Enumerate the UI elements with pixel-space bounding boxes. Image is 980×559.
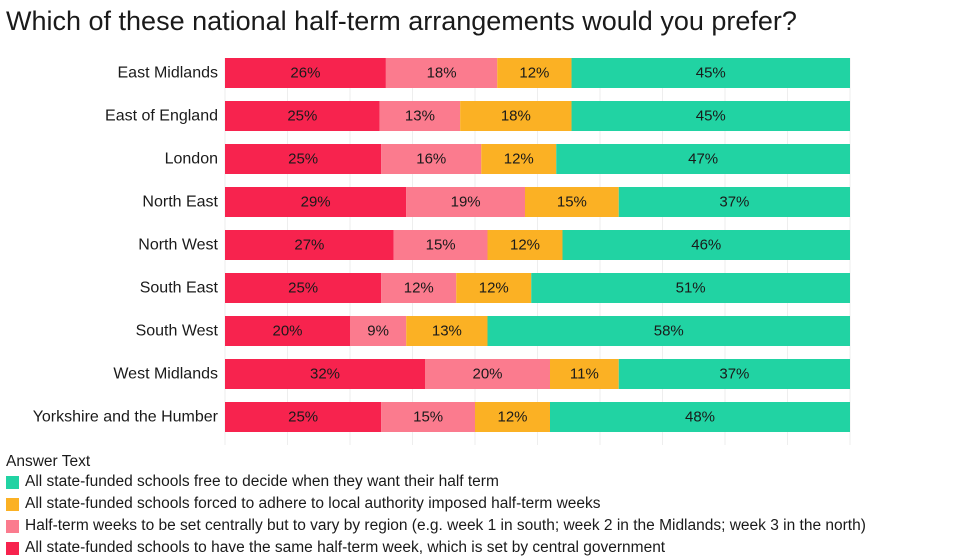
- data-label: 12%: [497, 409, 527, 426]
- data-label: 19%: [451, 194, 481, 211]
- data-label: 25%: [287, 108, 317, 125]
- bar-segment: [381, 402, 475, 432]
- legend-label: All state-funded schools forced to adher…: [25, 495, 601, 512]
- legend-item: Half-term weeks to be set centrally but …: [6, 515, 866, 537]
- bar-segment: [225, 187, 407, 217]
- bar-segment: [406, 187, 525, 217]
- legend-swatch: [6, 475, 19, 489]
- bar-segment: [556, 144, 850, 174]
- legend-label: All state-funded schools free to decide …: [25, 473, 499, 490]
- category-axis: East Midlands East of England London North …: [33, 65, 219, 426]
- data-label: 13%: [405, 108, 435, 125]
- data-label: 25%: [288, 151, 318, 168]
- bar-segment: [225, 101, 380, 131]
- category-label: South West: [136, 323, 219, 340]
- legend-swatch: [6, 497, 19, 511]
- category-label: London: [165, 151, 218, 168]
- data-label: 45%: [696, 108, 726, 125]
- bar-segment: [562, 230, 850, 260]
- data-label: 12%: [519, 65, 549, 82]
- bar-segment: [225, 316, 350, 346]
- bar-segment: [225, 230, 394, 260]
- legend-swatch: [6, 519, 19, 533]
- data-label: 13%: [432, 323, 462, 340]
- bar-segment: [525, 187, 619, 217]
- bar-segment: [379, 101, 461, 131]
- bar-segment: [381, 273, 457, 303]
- bar-segment: [460, 101, 572, 131]
- data-label: 25%: [288, 280, 318, 297]
- legend-label: Half-term weeks to be set centrally but …: [25, 517, 866, 534]
- data-label: 51%: [676, 280, 706, 297]
- bar-segment: [550, 402, 850, 432]
- bar-segment: [487, 230, 563, 260]
- bar-segment: [571, 58, 850, 88]
- legend-item: All state-funded schools free to decide …: [6, 471, 866, 493]
- bar-segment: [487, 316, 850, 346]
- data-label: 47%: [688, 151, 718, 168]
- data-label: 26%: [290, 65, 320, 82]
- bar-segment: [393, 230, 488, 260]
- bar-segment: [550, 359, 619, 389]
- legend-swatch: [6, 541, 19, 555]
- category-label: North West: [138, 237, 218, 254]
- bar-segment: [571, 101, 850, 131]
- data-label: 25%: [288, 409, 318, 426]
- data-label: 15%: [557, 194, 587, 211]
- data-label: 18%: [501, 108, 531, 125]
- data-label: 48%: [685, 409, 715, 426]
- bar-segment: [225, 144, 382, 174]
- bar-segment: [497, 58, 572, 88]
- legend: Answer Text All state-funded schools fre…: [6, 452, 866, 559]
- data-label: 12%: [404, 280, 434, 297]
- data-label: 12%: [510, 237, 540, 254]
- bar-segment: [456, 273, 532, 303]
- category-label: South East: [140, 280, 219, 297]
- legend-label: All state-funded schools to have the sam…: [25, 539, 666, 556]
- category-label: West Midlands: [113, 366, 218, 383]
- bar-segment: [225, 273, 382, 303]
- data-label: 27%: [294, 237, 324, 254]
- data-label: 37%: [719, 194, 749, 211]
- bar-segment: [475, 402, 550, 432]
- data-label: 9%: [367, 323, 389, 340]
- data-label: 37%: [719, 366, 749, 383]
- data-label: 20%: [472, 366, 502, 383]
- bar-segment: [531, 273, 850, 303]
- bar-segment: [385, 58, 498, 88]
- data-label: 15%: [413, 409, 443, 426]
- data-label: 45%: [696, 65, 726, 82]
- bar-segment: [350, 316, 407, 346]
- data-label: 12%: [504, 151, 534, 168]
- category-label: North East: [142, 194, 218, 211]
- data-label: 11%: [570, 366, 599, 383]
- category-label: East Midlands: [118, 65, 219, 82]
- bar-segment: [481, 144, 557, 174]
- data-label: 20%: [272, 323, 302, 340]
- bar-segment: [381, 144, 482, 174]
- bar-segment: [225, 402, 382, 432]
- bar-segment: [225, 359, 425, 389]
- data-label: 12%: [479, 280, 509, 297]
- bar-segment: [225, 58, 386, 88]
- chart-title: Which of these national half-term arrang…: [6, 6, 797, 36]
- bar-segment: [406, 316, 488, 346]
- category-label: East of England: [105, 108, 218, 125]
- stacked-bar-chart: 26% 18% 12% 45% 25% 13% 18% 45% 25% 16% 12% 47% 29% 1…: [33, 58, 851, 445]
- data-label: 29%: [301, 194, 331, 211]
- data-label: 32%: [310, 366, 340, 383]
- data-label: 15%: [426, 237, 456, 254]
- data-label: 58%: [654, 323, 684, 340]
- data-label: 16%: [416, 151, 446, 168]
- legend-item: All state-funded schools to have the sam…: [6, 537, 866, 559]
- data-label: 18%: [427, 65, 457, 82]
- legend-title: Answer Text: [6, 453, 91, 470]
- bar-segment: [618, 359, 850, 389]
- bar-area: 26% 18% 12% 45% 25% 13% 18% 45% 25% 16% 12% 47% 29% 1…: [225, 58, 850, 432]
- category-label: Yorkshire and the Humber: [33, 409, 219, 426]
- bar-segment: [618, 187, 850, 217]
- legend-item: All state-funded schools forced to adher…: [6, 493, 866, 515]
- data-label: 46%: [691, 237, 721, 254]
- bar-segment: [425, 359, 550, 389]
